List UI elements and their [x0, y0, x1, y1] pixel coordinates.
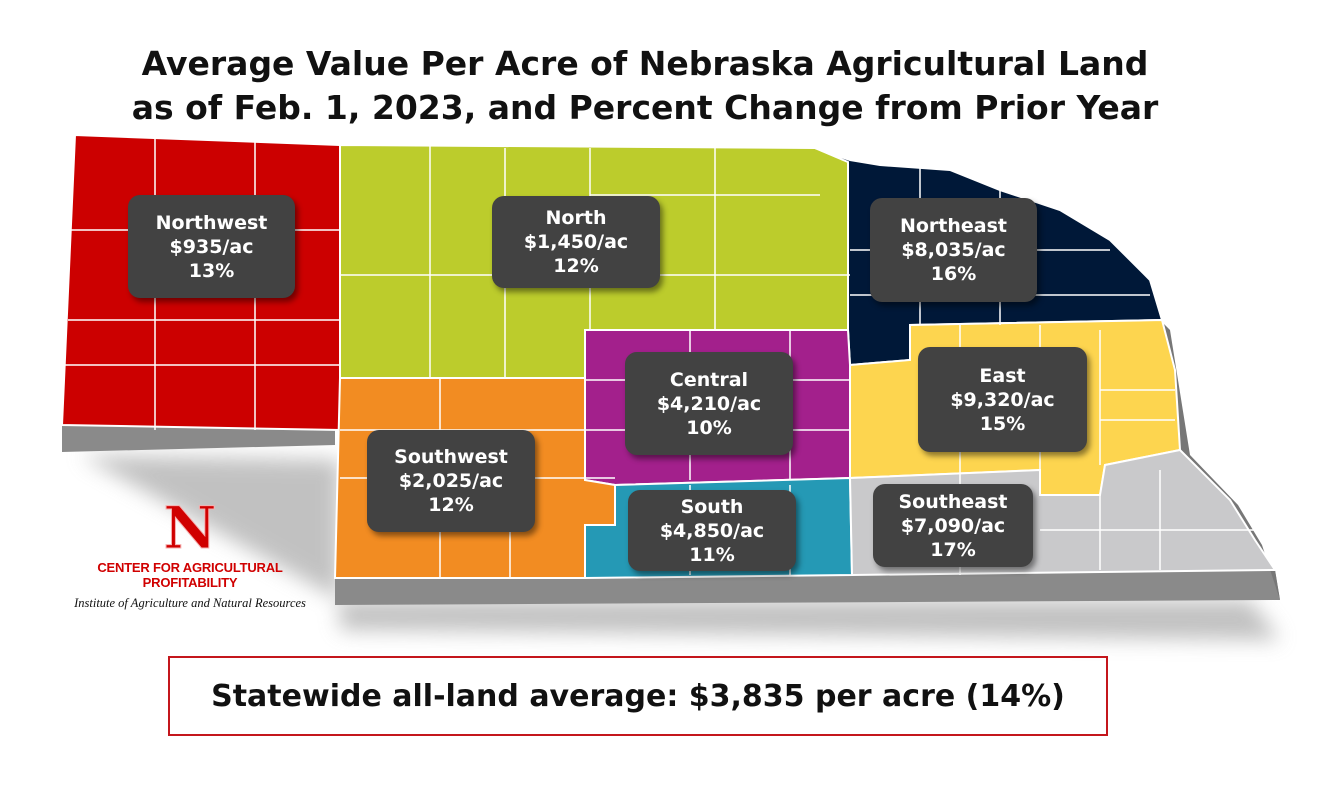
region-change: 12%: [553, 255, 599, 277]
region-change: 17%: [930, 538, 976, 561]
region-value: $1,450/ac: [523, 231, 629, 253]
center-name: CENTER FOR AGRICULTURAL PROFITABILITY: [97, 560, 283, 590]
region-change: 16%: [930, 263, 977, 285]
region-change: 15%: [979, 412, 1026, 435]
statewide-average: Statewide all-land average: $3,835 per a…: [168, 656, 1108, 736]
region-name: Northwest: [155, 211, 268, 234]
region-change: 13%: [188, 259, 235, 282]
region-change: 12%: [428, 494, 474, 516]
institute-name: Institute of Agriculture and Natural Res…: [74, 596, 306, 610]
region-name: North: [545, 207, 607, 229]
title-line-2: as of Feb. 1, 2023, and Percent Change f…: [131, 88, 1159, 127]
region-name: Central: [669, 368, 749, 391]
label-north: North $1,450/ac 12%: [492, 196, 660, 288]
region-change: 10%: [686, 416, 732, 439]
region-name: East: [979, 364, 1026, 387]
region-value: $4,210/ac: [656, 392, 762, 415]
label-northwest: Northwest $935/ac 13%: [128, 195, 295, 298]
label-east: East $9,320/ac 15%: [918, 347, 1087, 452]
region-name: Northeast: [899, 215, 1008, 237]
region-change: 11%: [689, 543, 735, 566]
region-value: $9,320/ac: [950, 388, 1055, 411]
region-value: $2,025/ac: [398, 470, 504, 492]
region-value: $935/ac: [169, 235, 254, 258]
nebraska-n-logo: N: [163, 494, 217, 562]
map-title: Average Value Per Acre of Nebraska Agric…: [0, 42, 1290, 130]
region-name: South: [680, 495, 744, 518]
region-name: Southwest: [394, 446, 508, 468]
region-value: $8,035/ac: [901, 239, 1006, 261]
label-northeast: Northeast $8,035/ac 16%: [870, 198, 1037, 302]
label-south: South $4,850/ac 11%: [628, 490, 796, 571]
title-line-1: Average Value Per Acre of Nebraska Agric…: [141, 44, 1149, 83]
label-southwest: Southwest $2,025/ac 12%: [367, 430, 535, 532]
label-southeast: Southeast $7,090/ac 17%: [873, 484, 1033, 567]
map-base: [62, 425, 335, 452]
label-central: Central $4,210/ac 10%: [625, 352, 793, 455]
region-name: Southeast: [898, 490, 1008, 513]
center-logo: N CENTER FOR AGRICULTURAL PROFITABILITY …: [70, 498, 310, 611]
region-value: $7,090/ac: [900, 514, 1006, 537]
region-value: $4,850/ac: [659, 519, 765, 542]
